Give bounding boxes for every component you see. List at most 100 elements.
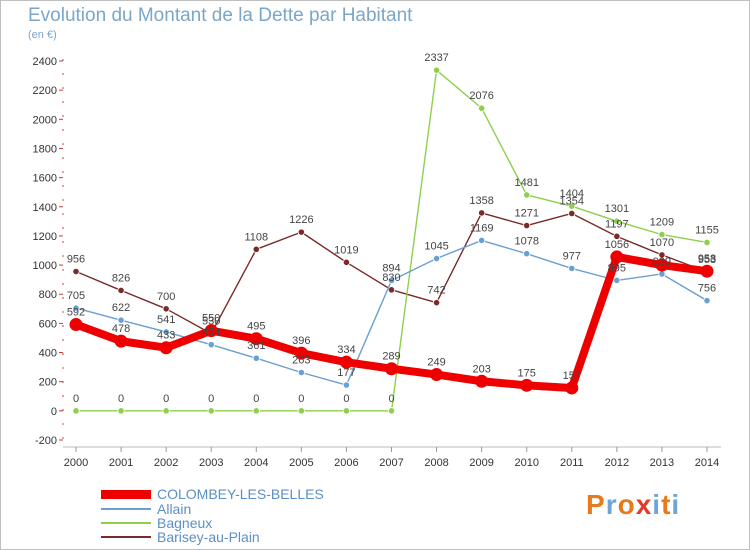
data-label-bagneux: 0 <box>388 393 394 405</box>
data-point-allain <box>613 276 621 284</box>
data-point-colombey-les-belles <box>339 355 353 369</box>
legend-label-bagneux: Bagneux <box>157 515 213 531</box>
data-label-allain: 361 <box>247 340 265 352</box>
x-tick-label: 2008 <box>424 457 448 469</box>
data-point-barisey-au-plain <box>432 299 441 307</box>
logo-letter: r <box>605 489 618 520</box>
x-tick-label: 2003 <box>199 457 223 469</box>
data-point-barisey-au-plain <box>568 209 576 218</box>
data-point-allain <box>568 264 576 273</box>
data-point-colombey-les-belles <box>430 368 444 382</box>
data-label-allain: 263 <box>292 355 310 367</box>
data-label-allain: 756 <box>698 283 716 295</box>
data-point-bagneux <box>162 407 170 415</box>
data-label-allain: 1169 <box>470 222 494 234</box>
x-tick-label: 2012 <box>605 457 629 469</box>
y-tick-label: 2400 <box>33 56 57 68</box>
data-point-barisey-au-plain <box>252 245 260 253</box>
data-label-barisey-au-plain: 700 <box>157 291 175 303</box>
legend-swatch-colombey <box>101 490 151 499</box>
data-label-bagneux: 0 <box>163 393 169 405</box>
data-point-bagneux <box>117 407 125 415</box>
data-point-bagneux <box>207 407 215 415</box>
data-label-allain: 705 <box>67 290 85 302</box>
data-label-barisey-au-plain: 1226 <box>289 214 313 226</box>
data-labels: 956 826 700 530 1108 1226 1019 830 742 1358 1271 13… <box>67 52 719 405</box>
data-point-bagneux <box>613 217 621 225</box>
proxiti-logo: Proxiti <box>586 489 680 521</box>
y-tick-label: 1800 <box>33 143 57 155</box>
data-point-colombey-les-belles <box>520 378 534 392</box>
data-label-allain: 1045 <box>424 241 448 253</box>
data-point-colombey-les-belles <box>159 341 173 355</box>
data-label-barisey-au-plain: 1070 <box>650 237 674 249</box>
data-label-barisey-au-plain: 830 <box>382 272 400 284</box>
y-tick-label: 400 <box>39 348 57 360</box>
data-point-allain <box>478 236 486 245</box>
data-point-bagneux <box>703 238 711 247</box>
x-tick-label: 2002 <box>154 457 178 469</box>
data-point-allain <box>703 297 711 305</box>
logo-letter: x <box>635 489 653 520</box>
data-label-colombey-les-belles: 592 <box>67 307 85 319</box>
data-label-bagneux: 0 <box>73 393 79 405</box>
data-point-colombey-les-belles <box>565 381 579 395</box>
data-point-allain <box>342 381 351 389</box>
data-label-allain: 977 <box>563 250 581 262</box>
x-tick-label: 2010 <box>514 457 538 469</box>
data-label-bagneux: 1404 <box>560 188 584 200</box>
data-point-allain <box>297 368 305 377</box>
y-tick-label: 1400 <box>33 202 57 214</box>
data-label-allain: 622 <box>112 302 130 314</box>
data-label-allain: 895 <box>608 262 626 274</box>
legend-label-barisey: Barisey-au-Plain <box>157 529 260 545</box>
data-point-colombey-les-belles <box>700 264 714 278</box>
data-label-bagneux: 0 <box>298 393 304 405</box>
y-tick-label: 1200 <box>33 231 57 243</box>
legend-swatch-allain <box>101 508 151 510</box>
data-point-allain <box>207 341 215 349</box>
data-label-colombey-les-belles: 289 <box>382 351 400 363</box>
data-label-barisey-au-plain: 1358 <box>469 195 493 207</box>
data-label-bagneux: 2337 <box>424 52 448 64</box>
data-label-bagneux: 2076 <box>469 90 493 102</box>
y-tick-label: 1600 <box>33 173 57 185</box>
data-label-barisey-au-plain: 1271 <box>514 208 538 220</box>
data-point-colombey-les-belles <box>69 318 83 332</box>
data-point-allain <box>252 354 260 362</box>
data-label-barisey-au-plain: 1354 <box>560 195 584 207</box>
series-layer <box>69 66 714 415</box>
data-point-bagneux <box>658 231 666 239</box>
data-label-barisey-au-plain: 1197 <box>605 218 629 230</box>
logo-letter: o <box>617 489 636 520</box>
data-label-barisey-au-plain: 1108 <box>244 231 268 243</box>
data-point-colombey-les-belles <box>249 332 263 346</box>
data-point-colombey-les-belles <box>655 258 669 272</box>
data-point-barisey-au-plain <box>523 221 531 230</box>
data-point-bagneux <box>297 407 305 415</box>
data-label-colombey-les-belles: 433 <box>157 330 175 342</box>
y-tick-label: 600 <box>39 318 57 330</box>
data-point-barisey-au-plain <box>342 258 351 266</box>
x-tick-label: 2001 <box>109 457 133 469</box>
data-label-colombey-les-belles: 334 <box>337 344 355 356</box>
data-label-barisey-au-plain: 956 <box>67 253 85 265</box>
unit-label: (en €) <box>28 29 57 41</box>
x-tick-label: 2005 <box>289 457 313 469</box>
data-point-bagneux <box>432 66 441 74</box>
data-label-colombey-les-belles: 958 <box>698 253 716 265</box>
data-label-colombey-les-belles: 203 <box>472 363 490 375</box>
x-tick-label: 2006 <box>334 457 358 469</box>
data-point-barisey-au-plain <box>117 286 125 295</box>
data-label-allain: 1078 <box>514 236 538 248</box>
data-label-allain: 454 <box>202 327 220 339</box>
data-point-allain <box>117 316 125 324</box>
data-point-allain <box>658 270 666 278</box>
data-point-barisey-au-plain <box>162 305 170 313</box>
data-label-bagneux: 0 <box>208 393 214 405</box>
data-label-allain: 894 <box>382 263 400 275</box>
legend-label-colombey: COLOMBEY-LES-BELLES <box>157 486 324 502</box>
data-label-barisey-au-plain: 742 <box>427 285 445 297</box>
x-tick-label: 2004 <box>244 457 268 469</box>
